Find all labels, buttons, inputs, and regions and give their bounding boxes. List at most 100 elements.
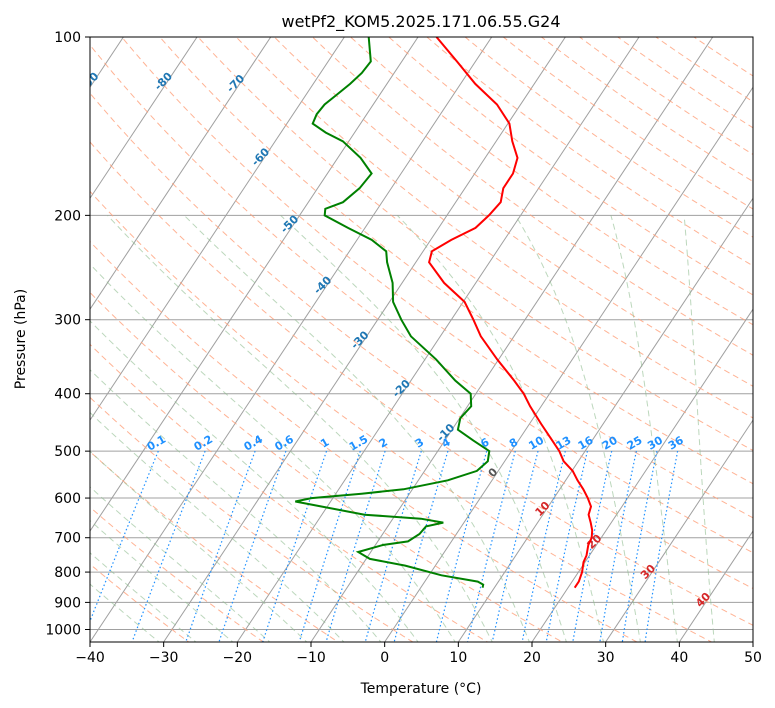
y-tick-label: 700 xyxy=(54,531,81,547)
dry-adiabat-line xyxy=(388,37,753,296)
mixing-ratio-label: 16 xyxy=(576,433,596,452)
y-tick-label: 600 xyxy=(54,491,81,507)
isotherm-label: -100 xyxy=(2,67,31,96)
y-tick-label: 800 xyxy=(54,565,81,581)
mixing-ratio-line xyxy=(262,450,328,642)
moist-adiabat-line xyxy=(280,215,567,642)
x-tick-label: −40 xyxy=(75,650,105,666)
dewpoint-line xyxy=(295,37,491,588)
dry-adiabat-line xyxy=(90,44,753,554)
mixing-ratio-line xyxy=(466,450,516,642)
mixing-ratio-label: 0.2 xyxy=(192,433,215,454)
isotherm-line xyxy=(0,24,58,645)
dry-adiabat-line xyxy=(90,450,339,642)
isotherm-line xyxy=(605,419,753,642)
isotherm-line xyxy=(310,37,714,642)
dry-adiabat-line xyxy=(464,37,753,238)
y-tick-label: 300 xyxy=(54,313,81,329)
x-tick-label: −10 xyxy=(296,650,326,666)
mixing-ratio-line xyxy=(644,450,679,642)
mixing-ratio-line xyxy=(185,450,256,642)
mixing-ratio-line xyxy=(325,450,386,642)
isotherm-line xyxy=(90,37,345,422)
dry-adiabat-line xyxy=(159,37,753,485)
dry-adiabat-line xyxy=(540,37,753,183)
mixing-ratio-line xyxy=(621,450,658,642)
mixing-ratio-line xyxy=(599,450,637,642)
isotherm-line xyxy=(752,641,753,642)
isotherm-label: 10 xyxy=(533,499,553,519)
mixing-ratio-label: 0.1 xyxy=(145,433,168,454)
dry-adiabat-line xyxy=(502,37,753,210)
isotherm-label: 30 xyxy=(638,562,658,582)
isotherm-line xyxy=(457,197,753,642)
isotherm-line xyxy=(163,37,566,642)
x-axis-label: Temperature (°C) xyxy=(360,681,482,697)
moist-adiabat-line xyxy=(90,583,160,642)
mixing-ratio-line xyxy=(90,450,159,623)
moist-adiabat-line xyxy=(90,450,308,642)
y-tick-label: 400 xyxy=(54,387,81,403)
isotherm-label: -10 xyxy=(434,421,457,444)
x-tick-label: 10 xyxy=(449,650,467,666)
mixing-ratio-label: 0.4 xyxy=(242,432,266,453)
dry-adiabat-line xyxy=(121,37,753,519)
y-tick-label: 1000 xyxy=(45,623,81,639)
isotherm-label: 0 xyxy=(486,465,501,480)
isotherm-label: -80 xyxy=(152,70,175,93)
dry-adiabat-line xyxy=(90,343,489,642)
plot-frame xyxy=(89,36,754,643)
moist-adiabat-line xyxy=(90,369,382,642)
isotherm-label: -70 xyxy=(224,72,247,95)
isotherm-line xyxy=(90,37,493,642)
y-tick-label: 900 xyxy=(54,595,81,611)
dry-adiabat-line xyxy=(655,37,753,103)
mixing-ratio-label: 10 xyxy=(526,433,546,452)
x-tick-label: 20 xyxy=(523,650,541,666)
dry-adiabat-line xyxy=(90,291,564,642)
line-labels: 0.1 0.2 0.4 0.6 1 1.5 2 3 4 6 8 10 13 16 20 25 30 36-100-… xyxy=(2,67,713,610)
mixing-ratio-label: 0.6 xyxy=(272,432,296,453)
isotherm-line xyxy=(90,37,419,532)
mixing-ratio-label: 1.5 xyxy=(347,433,370,454)
moist-adiabat-line xyxy=(90,320,419,642)
dry-adiabat-line xyxy=(90,396,414,642)
dry-adiabat-line xyxy=(578,37,753,155)
sounding-traces xyxy=(295,37,594,589)
moist-adiabat-line xyxy=(183,215,530,642)
moist-adiabat-line xyxy=(90,519,234,642)
dry-adiabat-line xyxy=(693,37,753,77)
mixing-ratio-label: 8 xyxy=(507,436,520,451)
isotherm-line xyxy=(678,530,753,642)
x-tick-label: −30 xyxy=(149,650,179,666)
moist-adiabat-line xyxy=(107,215,493,642)
isotherm-line xyxy=(90,37,198,200)
isotherm-label: -90 xyxy=(78,70,101,93)
mixing-ratio-line xyxy=(298,450,361,642)
dry-adiabat-line xyxy=(90,240,638,642)
dry-adiabat-line xyxy=(273,37,753,387)
dry-adiabat-line xyxy=(90,141,753,626)
moist-adiabat-line xyxy=(610,215,678,642)
isotherm-label: -40 xyxy=(311,273,334,296)
background-lines xyxy=(0,24,753,645)
moist-adiabat-line xyxy=(90,411,345,642)
mixing-ratio-line xyxy=(131,450,206,642)
temperature-line xyxy=(428,37,594,589)
mixing-ratio-label: 25 xyxy=(625,434,645,453)
isotherm-line xyxy=(384,86,753,642)
mixing-ratio-label: 13 xyxy=(554,434,574,453)
isotherm-line xyxy=(531,308,753,642)
chart-title: wetPf2_KOM5.2025.171.06.55.G24 xyxy=(281,12,560,32)
mixing-ratio-label: 2 xyxy=(377,436,390,451)
mixing-ratio-line xyxy=(491,450,539,642)
isotherm-label: -20 xyxy=(390,377,413,400)
x-tick-label: −20 xyxy=(223,650,253,666)
moist-adiabat-line xyxy=(90,486,271,642)
x-tick-label: 50 xyxy=(744,650,762,666)
mixing-ratio-line xyxy=(364,450,422,642)
mixing-ratio-line xyxy=(435,450,488,642)
axes-ticks: −40 −30 −20 −10 0 10 20 30 40 5010020030040050060… xyxy=(45,30,762,666)
isotherm-label: -30 xyxy=(348,328,371,351)
mixing-ratio-line xyxy=(572,450,613,642)
